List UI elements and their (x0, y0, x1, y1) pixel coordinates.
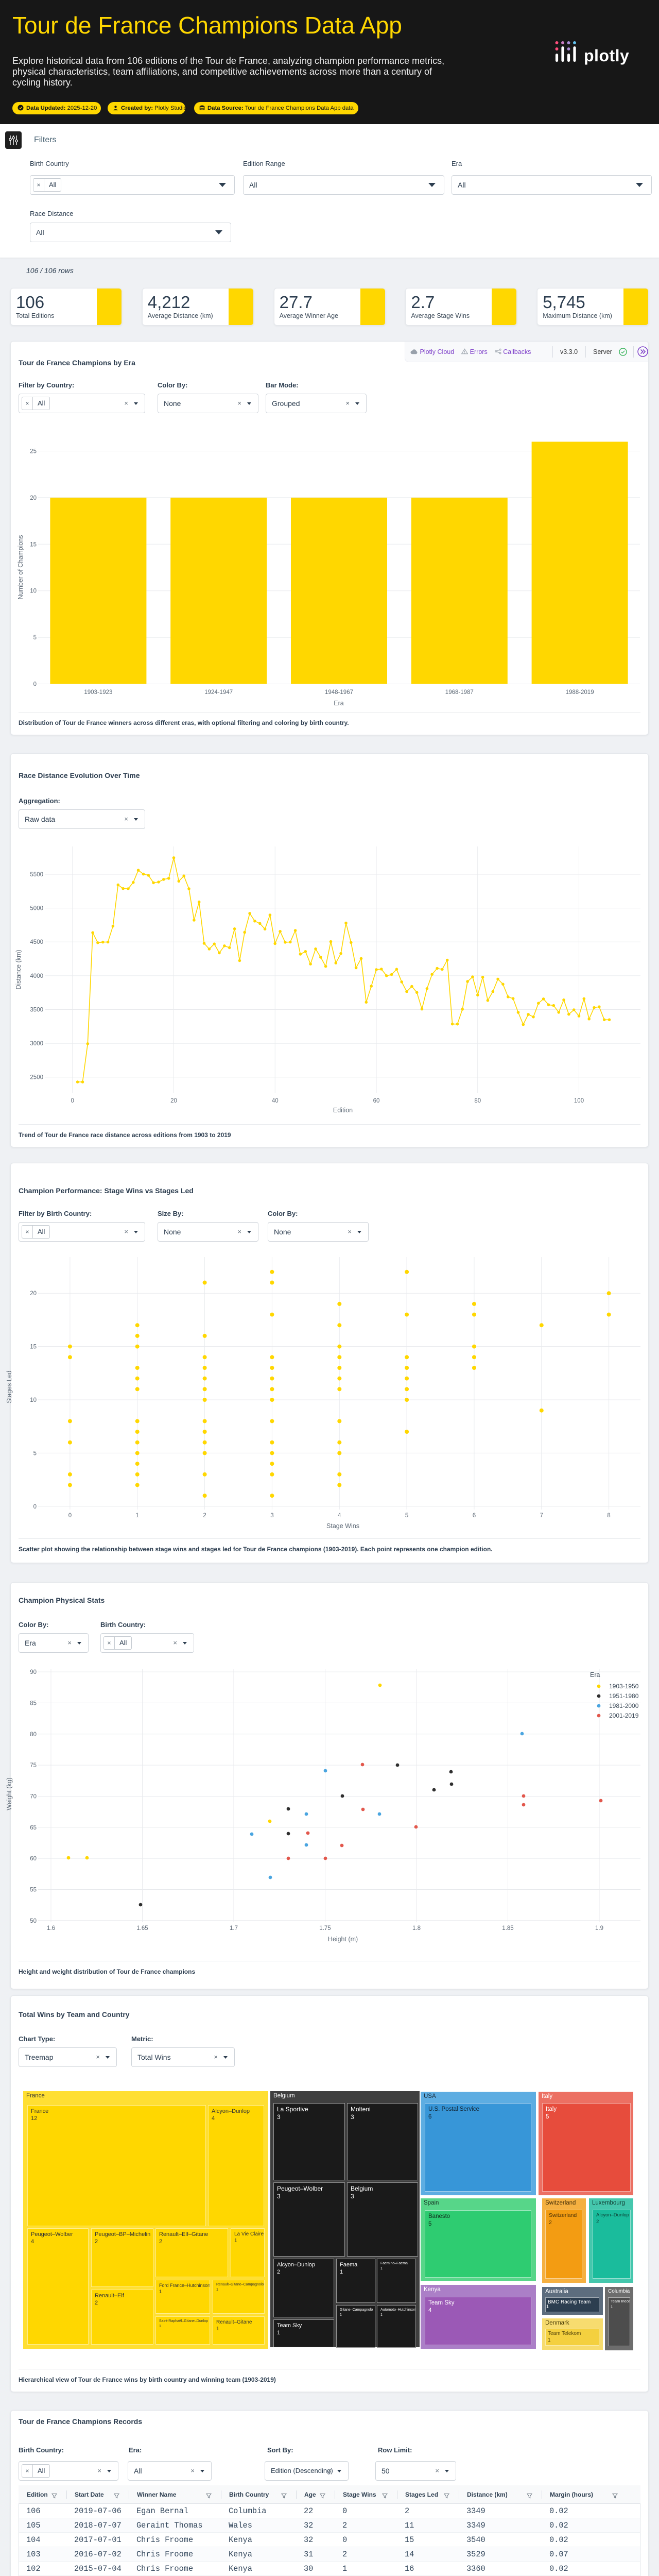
svg-text:plotly: plotly (584, 46, 629, 65)
